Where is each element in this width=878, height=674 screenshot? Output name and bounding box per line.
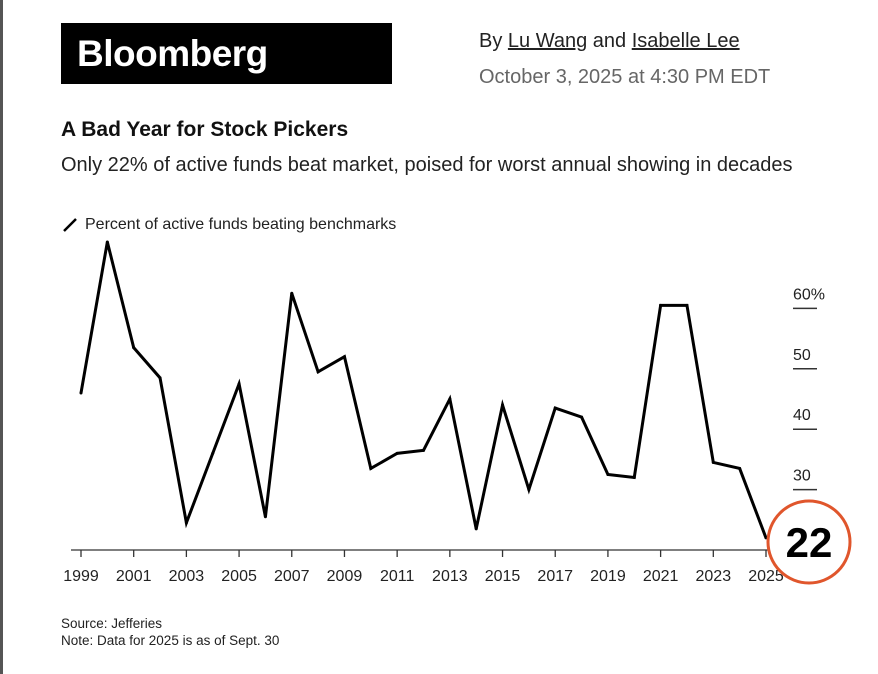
byline: By Lu Wang and Isabelle Lee <box>479 30 740 53</box>
legend-label: Percent of active funds beating benchmar… <box>85 216 397 233</box>
y-tick-label: 30 <box>793 468 811 485</box>
y-tick-label: 40 <box>793 407 811 424</box>
author-link-2[interactable]: Isabelle Lee <box>631 30 740 52</box>
x-tick-label: 1999 <box>63 568 99 585</box>
data-point-2020 <box>632 476 636 480</box>
chart-title: A Bad Year for Stock Pickers <box>61 118 349 141</box>
data-point-2005 <box>237 382 241 386</box>
series-line <box>79 241 768 539</box>
data-point-1999 <box>79 391 83 395</box>
data-point-2002 <box>158 376 162 380</box>
line-legend-icon <box>63 218 77 232</box>
x-tick-label: 2005 <box>221 568 257 585</box>
x-tick-label: 2001 <box>116 568 152 585</box>
data-point-2013 <box>448 397 452 401</box>
x-tick-label: 2011 <box>380 568 415 585</box>
data-point-2021 <box>659 303 663 307</box>
x-tick-label: 2023 <box>696 568 732 585</box>
data-point-2011 <box>395 451 399 455</box>
x-tick-label: 2019 <box>590 568 626 585</box>
data-point-2001 <box>132 346 136 350</box>
author-link-1[interactable]: Lu Wang <box>507 30 588 52</box>
data-point-2022 <box>685 303 689 307</box>
legend: Percent of active funds beating benchmar… <box>61 216 396 234</box>
publish-date: October 3, 2025 at 4:30 PM EDT <box>479 66 771 88</box>
callout-circle <box>766 499 852 585</box>
x-tick-label: 2021 <box>643 568 679 585</box>
bloomberg-logo: Bloomberg <box>61 23 392 84</box>
source-note: Source: Jefferies <box>61 616 163 631</box>
data-point-2010 <box>369 466 373 470</box>
chart-subtitle: Only 22% of active funds beat market, po… <box>61 154 793 176</box>
data-point-2004 <box>211 451 215 455</box>
data-point-2007 <box>290 291 294 295</box>
y-tick-label: 50 <box>793 347 811 364</box>
x-tick-label: 2009 <box>327 568 363 585</box>
byline-and: and <box>592 30 627 52</box>
data-point-2014 <box>474 527 478 531</box>
data-point-2017 <box>553 406 557 410</box>
data-point-2024 <box>738 466 742 470</box>
x-tick-label: 2013 <box>432 568 468 585</box>
callout-value: 22 <box>786 519 833 566</box>
x-tick-label: 2007 <box>274 568 310 585</box>
data-point-2015 <box>501 403 505 407</box>
data-point-2016 <box>527 488 531 492</box>
data-note: Note: Data for 2025 is as of Sept. 30 <box>61 633 280 648</box>
data-point-2009 <box>342 355 346 359</box>
data-point-2000 <box>105 240 109 244</box>
data-point-2012 <box>422 448 425 452</box>
data-point-2006 <box>263 515 267 519</box>
x-tick-label: 2015 <box>485 568 521 585</box>
x-tick-label: 2017 <box>537 568 573 585</box>
x-tick-label: 2003 <box>169 568 205 585</box>
line-chart: 1999 2001 2003 2005 2007 2009 2011 2013 2015 2017… <box>63 240 852 585</box>
data-point-2003 <box>184 521 188 525</box>
y-tick-label: 60% <box>793 286 825 303</box>
data-point-2008 <box>316 370 320 374</box>
data-point-2019 <box>606 473 610 476</box>
byline-by: By <box>479 30 503 52</box>
data-point-2018 <box>580 415 584 419</box>
data-point-2023 <box>711 460 715 464</box>
x-tick-label: 2025 <box>748 568 784 585</box>
